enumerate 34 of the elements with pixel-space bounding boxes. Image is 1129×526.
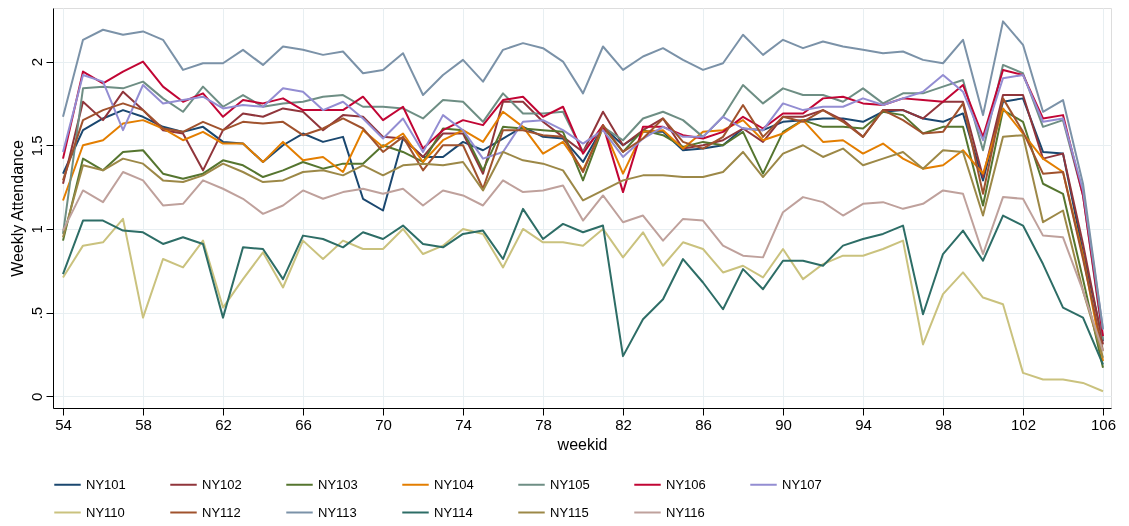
legend-label: NY105 bbox=[550, 476, 590, 492]
x-tick-label: 86 bbox=[695, 415, 712, 433]
y-tick-label: 2 bbox=[27, 57, 45, 67]
legend-label: NY112 bbox=[202, 504, 241, 520]
x-tick-label: 74 bbox=[455, 415, 472, 433]
x-tick-label: 54 bbox=[55, 415, 72, 433]
x-axis-title: weekid bbox=[556, 435, 608, 453]
legend-label: NY110 bbox=[86, 504, 125, 520]
legend-label: NY102 bbox=[202, 476, 242, 492]
x-tick-label: 106 bbox=[1090, 415, 1117, 433]
y-tick-label: .5 bbox=[27, 306, 45, 320]
y-tick-label: 1 bbox=[27, 225, 45, 234]
x-tick-label: 58 bbox=[135, 415, 152, 433]
y-tick-label: 1.5 bbox=[27, 135, 45, 157]
legend-label: NY114 bbox=[434, 504, 473, 520]
x-tick-label: 82 bbox=[615, 415, 632, 433]
x-tick-label: 94 bbox=[855, 415, 872, 433]
y-tick-label: 0 bbox=[27, 392, 45, 401]
x-tick-label: 78 bbox=[535, 415, 552, 433]
x-tick-label: 98 bbox=[935, 415, 952, 433]
x-tick-label: 90 bbox=[775, 415, 792, 433]
x-tick-label: 62 bbox=[215, 415, 232, 433]
x-tick-label: 102 bbox=[1010, 415, 1037, 433]
x-tick-label: 66 bbox=[295, 415, 312, 433]
legend-label: NY113 bbox=[318, 504, 357, 520]
legend-label: NY101 bbox=[86, 476, 126, 492]
y-axis-title: Weekly Attendance bbox=[8, 140, 26, 277]
legend-label: NY106 bbox=[666, 476, 706, 492]
legend-label: NY116 bbox=[666, 504, 705, 520]
legend-label: NY115 bbox=[550, 504, 589, 520]
legend-label: NY107 bbox=[782, 476, 822, 492]
legend-label: NY104 bbox=[434, 476, 474, 492]
legend-label: NY103 bbox=[318, 476, 358, 492]
x-tick-label: 70 bbox=[375, 415, 392, 433]
